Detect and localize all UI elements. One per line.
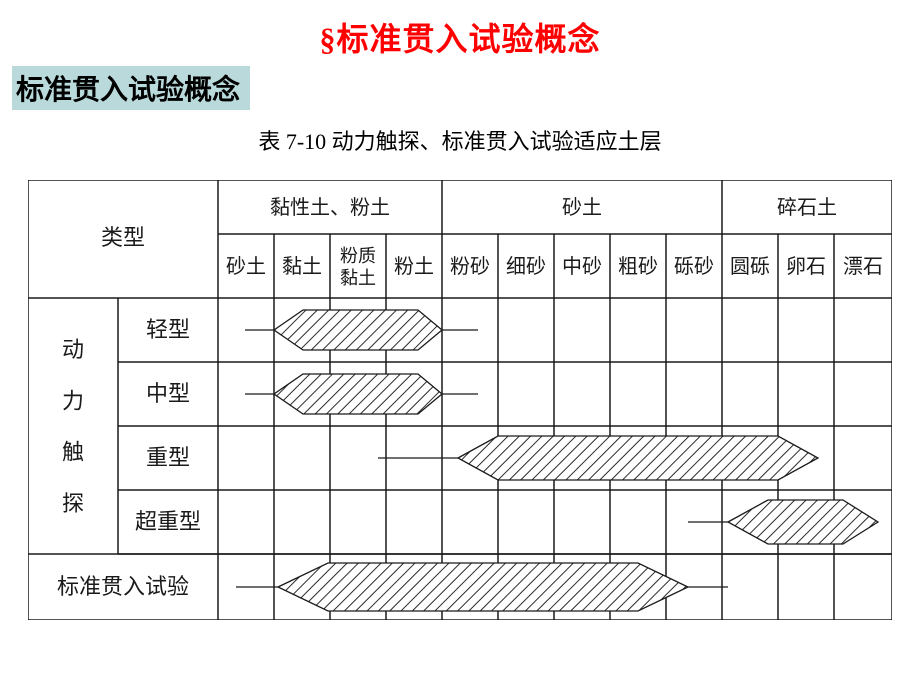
svg-text:粉砂: 粉砂: [450, 255, 490, 278]
svg-text:动: 动: [62, 337, 84, 362]
subtitle-wrap: 标准贯入试验概念: [0, 66, 920, 110]
svg-text:类型: 类型: [101, 225, 145, 250]
svg-text:触: 触: [62, 440, 84, 465]
svg-text:细砂: 细砂: [506, 255, 546, 278]
svg-text:轻型: 轻型: [146, 317, 190, 342]
svg-text:漂石: 漂石: [843, 255, 883, 278]
svg-text:中型: 中型: [146, 381, 190, 406]
svg-text:探: 探: [62, 491, 84, 516]
svg-text:粉土: 粉土: [394, 255, 434, 278]
table-caption: 表 7-10 动力触探、标准贯入试验适应土层: [0, 124, 920, 156]
svg-text:圆砾: 圆砾: [730, 255, 770, 278]
svg-text:砾砂: 砾砂: [674, 255, 714, 278]
svg-text:碎石土: 碎石土: [777, 196, 837, 219]
svg-text:砂土: 砂土: [226, 255, 266, 278]
svg-text:黏土: 黏土: [282, 255, 322, 278]
svg-text:标准贯入试验: 标准贯入试验: [57, 574, 189, 599]
subtitle: 标准贯入试验概念: [12, 66, 250, 110]
svg-text:卵石: 卵石: [786, 255, 826, 278]
svg-text:粉质: 粉质: [340, 246, 376, 266]
soil-table: 类型黏性土、粉土砂土碎石土砂土黏土粉质黏土粉土粉砂细砂中砂粗砂砾砂圆砾卵石漂石动…: [28, 180, 892, 620]
page-title: §标准贯入试验概念: [0, 0, 920, 60]
svg-text:超重型: 超重型: [135, 509, 201, 534]
svg-text:力: 力: [62, 388, 84, 413]
svg-text:重型: 重型: [146, 445, 190, 470]
svg-text:砂土: 砂土: [562, 196, 602, 219]
svg-text:粗砂: 粗砂: [618, 255, 658, 278]
svg-text:中砂: 中砂: [562, 255, 602, 278]
table-svg: 类型黏性土、粉土砂土碎石土砂土黏土粉质黏土粉土粉砂细砂中砂粗砂砾砂圆砾卵石漂石动…: [28, 180, 892, 620]
svg-text:黏性土、粉土: 黏性土、粉土: [270, 196, 390, 219]
svg-text:黏土: 黏土: [340, 268, 376, 288]
